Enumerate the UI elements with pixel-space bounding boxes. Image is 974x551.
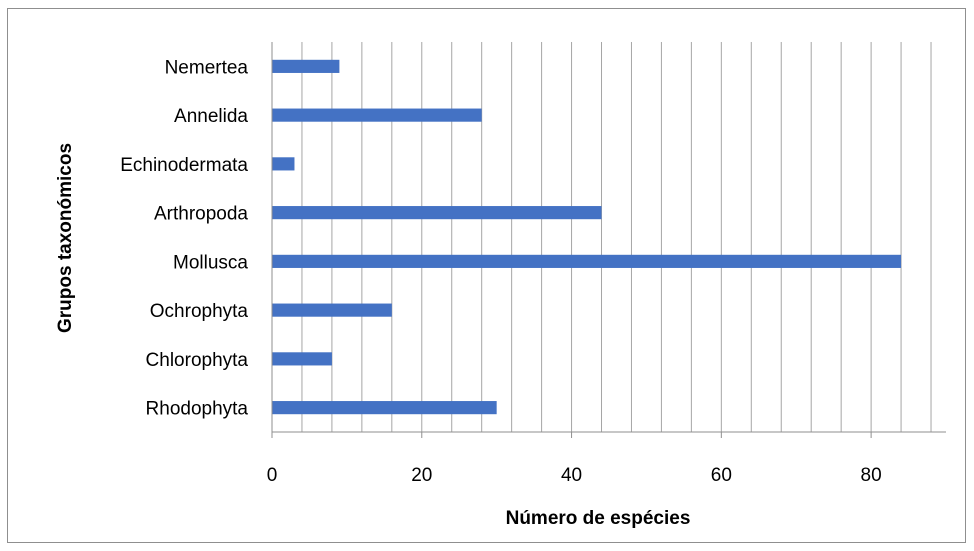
y-axis-title: Grupos taxonómicos bbox=[55, 143, 76, 333]
bar-ochrophyta bbox=[272, 303, 392, 317]
x-axis-title: Número de espécies bbox=[506, 508, 691, 529]
bar-arthropoda bbox=[272, 206, 602, 220]
y-tick-label: Annelida bbox=[174, 106, 248, 127]
tick-labels: Rhodophyta Chlorophyta Ochrophyta Mollusca A… bbox=[120, 57, 881, 486]
y-tick-label: Arthropoda bbox=[154, 204, 248, 225]
bars bbox=[272, 59, 902, 415]
bar-mollusca bbox=[272, 254, 902, 268]
y-tick-label: Chlorophyta bbox=[146, 350, 249, 371]
chart-frame bbox=[7, 8, 966, 543]
bar-nemertea bbox=[272, 59, 340, 73]
y-tick-label: Nemertea bbox=[165, 57, 249, 78]
bar-rhodophyta bbox=[272, 401, 497, 415]
x-tick-label: 80 bbox=[861, 465, 882, 486]
bar-annelida bbox=[272, 108, 482, 122]
x-tick-label: 0 bbox=[267, 465, 278, 486]
grid-lines bbox=[301, 42, 932, 432]
y-tick-label: Echinodermata bbox=[120, 155, 248, 176]
axes bbox=[271, 42, 946, 438]
bar-chlorophyta bbox=[272, 352, 332, 366]
bar-echinodermata bbox=[272, 157, 295, 171]
x-tick-label: 60 bbox=[711, 465, 732, 486]
y-tick-label: Ochrophyta bbox=[150, 301, 249, 322]
y-tick-label: Mollusca bbox=[173, 252, 248, 273]
x-tick-label: 20 bbox=[411, 465, 432, 486]
x-tick-label: 40 bbox=[561, 465, 582, 486]
y-tick-label: Rhodophyta bbox=[146, 399, 249, 420]
